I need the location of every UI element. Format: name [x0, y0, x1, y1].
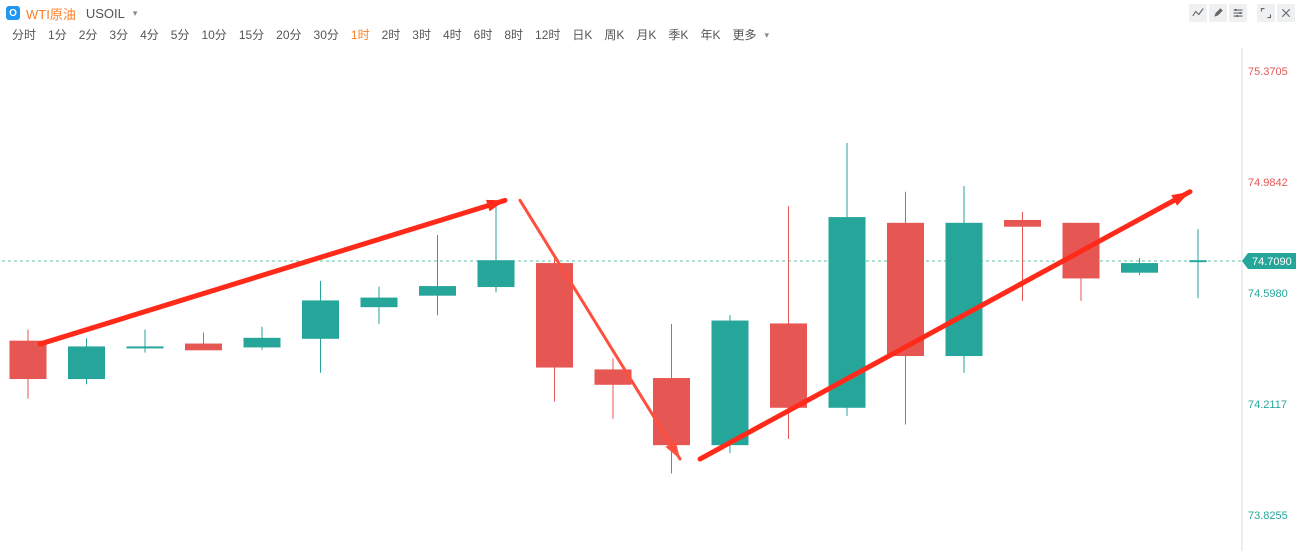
close-icon[interactable]	[1277, 4, 1295, 22]
timeframe-item[interactable]: 10分	[197, 26, 230, 44]
timeframe-item[interactable]: 日K	[568, 26, 596, 44]
candle-body	[654, 379, 690, 445]
timeframe-item[interactable]: 4时	[439, 26, 466, 44]
timeframe-item[interactable]: 1分	[44, 26, 71, 44]
timeframe-item[interactable]: 1时	[347, 26, 374, 44]
symbol-badge-icon: O	[6, 6, 20, 20]
timeframe-item[interactable]: 8时	[500, 26, 527, 44]
timeframe-item[interactable]: 6时	[470, 26, 497, 44]
timeframe-item[interactable]: 12时	[531, 26, 564, 44]
axis-tick-label: 75.3705	[1248, 66, 1288, 78]
timeframe-item[interactable]: 5分	[167, 26, 194, 44]
timeframe-item[interactable]: 年K	[696, 26, 724, 44]
timeframe-item[interactable]: 月K	[632, 26, 660, 44]
timeframe-item[interactable]: 30分	[310, 26, 343, 44]
timeframe-item[interactable]: 周K	[600, 26, 628, 44]
timeframe-item[interactable]: 15分	[235, 26, 268, 44]
candle-body	[244, 338, 280, 347]
title-bar: O WTI原油 USOIL ▾	[0, 0, 1301, 24]
symbol-ticker: USOIL	[86, 6, 125, 21]
candle-body	[303, 301, 339, 338]
timeframe-bar: 分时1分2分3分4分5分10分 15分20分 30分1时2时3时4时6时8时12时日…	[0, 24, 1301, 51]
timeframe-item[interactable]: 3分	[105, 26, 132, 44]
axis-tick-label: 74.2117	[1248, 399, 1287, 411]
axis-tick-label: 73.8255	[1248, 510, 1288, 522]
candle-body	[420, 287, 456, 296]
candle-body	[888, 223, 924, 355]
timeframe-item[interactable]: 季K	[664, 26, 692, 44]
fullscreen-icon[interactable]	[1257, 4, 1275, 22]
timeframe-item[interactable]: 20分	[272, 26, 305, 44]
candle-body	[771, 324, 807, 407]
candle-body	[69, 347, 105, 379]
timeframe-item[interactable]: 3时	[408, 26, 435, 44]
timeframe-item[interactable]: 2时	[378, 26, 405, 44]
title-right-toolbar	[1189, 4, 1295, 22]
axis-tick-label: 74.5980	[1248, 288, 1288, 300]
edit-icon[interactable]	[1209, 4, 1227, 22]
timeframe-item[interactable]: 更多	[728, 26, 760, 44]
candle-body	[1005, 220, 1041, 226]
indicator-icon[interactable]	[1189, 4, 1207, 22]
candle-body	[127, 347, 163, 348]
timeframe-item[interactable]: 分时	[8, 26, 40, 44]
candle-body	[10, 341, 46, 378]
candle-body	[712, 321, 748, 445]
candle-body	[361, 298, 397, 307]
candle-body	[1122, 264, 1158, 273]
candle-body	[478, 261, 514, 287]
symbol-name[interactable]: WTI原油	[26, 4, 76, 23]
axis-tick-label: 74.9842	[1248, 177, 1288, 189]
settings-icon[interactable]	[1229, 4, 1247, 22]
symbol-dropdown-icon[interactable]: ▾	[133, 8, 138, 19]
timeframe-item[interactable]: 4分	[136, 26, 163, 44]
current-price-label: 74.7090	[1252, 256, 1292, 268]
chart-area[interactable]: 75.3705 74.9842 74.5980 74.2117 73.8255 74.70…	[0, 48, 1301, 551]
title-left: O WTI原油 USOIL ▾	[6, 4, 137, 23]
candle-body	[946, 223, 982, 355]
timeframe-item[interactable]: 2分	[75, 26, 102, 44]
candle-body	[1190, 261, 1206, 262]
more-dropdown-icon[interactable]: ▾	[764, 30, 769, 41]
candle-body	[186, 344, 222, 350]
candlestick-chart[interactable]: 75.3705 74.9842 74.5980 74.2117 73.8255 74.70…	[0, 48, 1301, 551]
